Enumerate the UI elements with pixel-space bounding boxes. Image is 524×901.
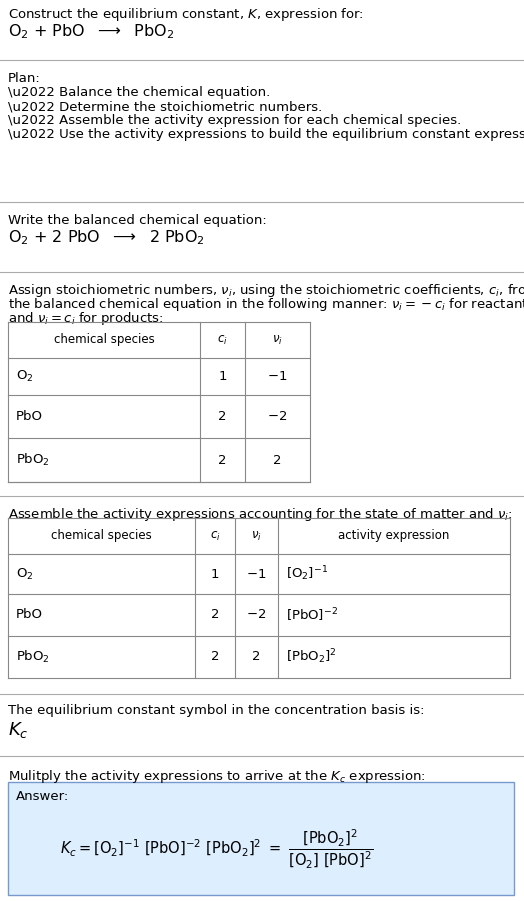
Text: PbO: PbO — [16, 410, 43, 423]
Text: Answer:: Answer: — [16, 790, 69, 803]
Text: $\mathrm{O_2}$ + PbO  $\longrightarrow$  $\mathrm{PbO_2}$: $\mathrm{O_2}$ + PbO $\longrightarrow$ $… — [8, 22, 174, 41]
Text: $c_i$: $c_i$ — [217, 333, 228, 347]
Text: 2: 2 — [211, 608, 219, 622]
Text: $-1$: $-1$ — [246, 568, 267, 580]
Text: 2: 2 — [219, 453, 227, 467]
Text: The equilibrium constant symbol in the concentration basis is:: The equilibrium constant symbol in the c… — [8, 704, 424, 717]
Text: $[\mathrm{PbO}]^{-2}$: $[\mathrm{PbO}]^{-2}$ — [286, 606, 338, 623]
Text: $\mathrm{O_2}$: $\mathrm{O_2}$ — [16, 369, 34, 384]
Text: 1: 1 — [219, 370, 227, 383]
Text: $\mathrm{O_2}$ + 2 PbO  $\longrightarrow$  2 $\mathrm{PbO_2}$: $\mathrm{O_2}$ + 2 PbO $\longrightarrow$… — [8, 228, 205, 247]
Text: $-2$: $-2$ — [267, 410, 288, 423]
Text: $\mathrm{PbO_2}$: $\mathrm{PbO_2}$ — [16, 452, 50, 468]
Text: and $\nu_i = c_i$ for products:: and $\nu_i = c_i$ for products: — [8, 310, 163, 327]
Text: Construct the equilibrium constant, $K$, expression for:: Construct the equilibrium constant, $K$,… — [8, 6, 364, 23]
Text: $c_i$: $c_i$ — [210, 530, 221, 542]
Text: $-2$: $-2$ — [246, 608, 267, 622]
Text: $\nu_i$: $\nu_i$ — [272, 333, 283, 347]
Text: Mulitply the activity expressions to arrive at the $K_c$ expression:: Mulitply the activity expressions to arr… — [8, 768, 426, 785]
Text: \u2022 Balance the chemical equation.: \u2022 Balance the chemical equation. — [8, 86, 270, 99]
Text: $K_c = [\mathrm{O_2}]^{-1}\ [\mathrm{PbO}]^{-2}\ [\mathrm{PbO_2}]^{2}\ =\ \dfrac: $K_c = [\mathrm{O_2}]^{-1}\ [\mathrm{PbO… — [60, 828, 373, 871]
Text: 2: 2 — [211, 651, 219, 663]
Text: Write the balanced chemical equation:: Write the balanced chemical equation: — [8, 214, 267, 227]
Text: Assign stoichiometric numbers, $\nu_i$, using the stoichiometric coefficients, $: Assign stoichiometric numbers, $\nu_i$, … — [8, 282, 524, 299]
Text: 2: 2 — [219, 410, 227, 423]
Text: $[\mathrm{PbO_2}]^{2}$: $[\mathrm{PbO_2}]^{2}$ — [286, 648, 336, 667]
Text: chemical species: chemical species — [51, 530, 152, 542]
Bar — [8, 782, 514, 895]
Text: Plan:: Plan: — [8, 72, 41, 85]
Text: $[\mathrm{O_2}]^{-1}$: $[\mathrm{O_2}]^{-1}$ — [286, 565, 328, 583]
Text: $\nu_i$: $\nu_i$ — [251, 530, 262, 542]
Text: $-1$: $-1$ — [267, 370, 288, 383]
Text: 2: 2 — [273, 453, 282, 467]
Text: chemical species: chemical species — [53, 333, 155, 347]
Text: activity expression: activity expression — [339, 530, 450, 542]
Text: 2: 2 — [252, 651, 261, 663]
Text: 1: 1 — [211, 568, 219, 580]
Text: \u2022 Determine the stoichiometric numbers.: \u2022 Determine the stoichiometric numb… — [8, 100, 322, 113]
Text: $\mathrm{O_2}$: $\mathrm{O_2}$ — [16, 567, 34, 581]
Text: PbO: PbO — [16, 608, 43, 622]
Text: \u2022 Use the activity expressions to build the equilibrium constant expression: \u2022 Use the activity expressions to b… — [8, 128, 524, 141]
Text: $K_c$: $K_c$ — [8, 720, 29, 740]
Text: $\mathrm{PbO_2}$: $\mathrm{PbO_2}$ — [16, 649, 50, 665]
Text: the balanced chemical equation in the following manner: $\nu_i = -c_i$ for react: the balanced chemical equation in the fo… — [8, 296, 524, 313]
Text: \u2022 Assemble the activity expression for each chemical species.: \u2022 Assemble the activity expression … — [8, 114, 461, 127]
Text: Assemble the activity expressions accounting for the state of matter and $\nu_i$: Assemble the activity expressions accoun… — [8, 506, 512, 523]
